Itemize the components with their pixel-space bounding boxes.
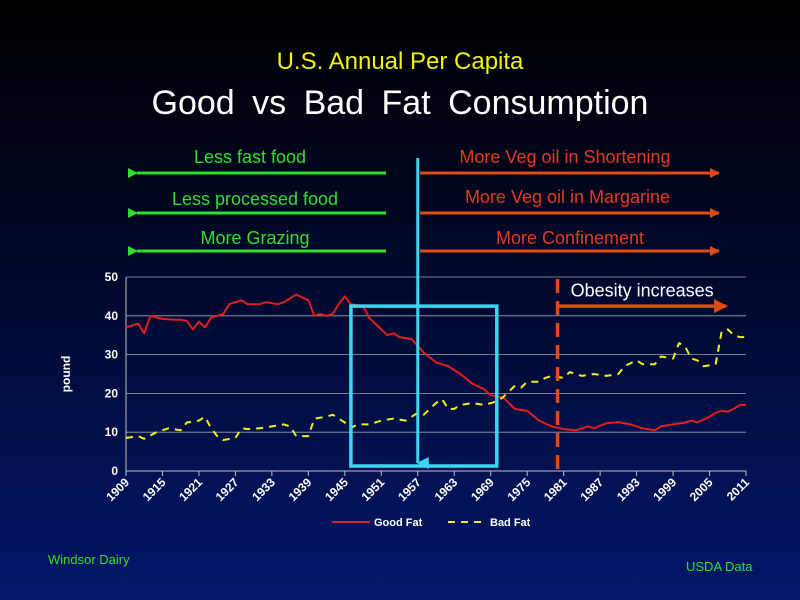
x-tick-label-1975: 1975 bbox=[505, 475, 534, 504]
x-tick-label-1921: 1921 bbox=[176, 475, 205, 504]
y-tick-label-50: 50 bbox=[105, 270, 119, 284]
x-tick-label-1957: 1957 bbox=[395, 475, 424, 504]
x-tick-label-1981: 1981 bbox=[541, 475, 570, 504]
overlay: Obesity increases bbox=[349, 158, 728, 471]
legend-label-good-fat: Good Fat bbox=[374, 517, 423, 529]
x-tick-label-1927: 1927 bbox=[213, 475, 242, 504]
arrow-label-veg-oil-margarine: More Veg oil in Margarine bbox=[464, 187, 671, 207]
x-tick-label-1969: 1969 bbox=[468, 475, 497, 504]
series-line-bad-fat bbox=[125, 328, 746, 441]
x-tick-label-1939: 1939 bbox=[286, 475, 315, 504]
x-tick-label-1999: 1999 bbox=[650, 475, 679, 504]
footer-source-left: Windsor Dairy bbox=[48, 552, 130, 567]
highlight-box bbox=[349, 304, 499, 468]
y-tick-label-10: 10 bbox=[105, 425, 119, 439]
chart-title: Good vs Bad Fat Consumption bbox=[151, 84, 649, 122]
x-tick-label-2011: 2011 bbox=[724, 475, 753, 504]
x-tick-label-1963: 1963 bbox=[432, 475, 461, 504]
x-tick-label-1945: 1945 bbox=[322, 475, 351, 504]
footer-source-right: USDA Data bbox=[686, 559, 753, 574]
x-tick-label-2005: 2005 bbox=[687, 475, 716, 504]
y-axis-label: pound bbox=[59, 356, 73, 393]
y-tick-label-0: 0 bbox=[111, 464, 118, 478]
x-tick-label-1987: 1987 bbox=[577, 475, 606, 504]
x-tick-label-1993: 1993 bbox=[614, 475, 643, 504]
x-tick-label-1933: 1933 bbox=[249, 475, 278, 504]
obesity-annotation: Obesity increases bbox=[571, 280, 714, 300]
arrow-label-veg-oil-shortening: More Veg oil in Shortening bbox=[459, 147, 671, 167]
series-layer bbox=[125, 293, 746, 441]
chart-subtitle: U.S. Annual Per Capita bbox=[276, 48, 524, 75]
arrow-label-less-processed-food: Less processed food bbox=[171, 189, 339, 209]
legend-label-bad-fat: Bad Fat bbox=[490, 517, 531, 529]
y-tick-label-40: 40 bbox=[105, 309, 119, 323]
arrow-label-more-confinement: More Confinement bbox=[495, 228, 645, 248]
y-tick-label-30: 30 bbox=[105, 348, 119, 362]
arrow-label-less-fast-food: Less fast food bbox=[193, 147, 307, 167]
y-tick-label-20: 20 bbox=[105, 386, 119, 400]
series-line-good-fat bbox=[125, 293, 746, 432]
x-tick-label-1915: 1915 bbox=[140, 475, 169, 504]
legend: Good Fat Bad Fat bbox=[332, 517, 531, 529]
x-tick-label-1909: 1909 bbox=[103, 475, 132, 504]
grid-lines bbox=[126, 276, 746, 433]
arrow-label-more-grazing: More Grazing bbox=[200, 228, 310, 248]
x-tick-label-1951: 1951 bbox=[359, 475, 388, 504]
